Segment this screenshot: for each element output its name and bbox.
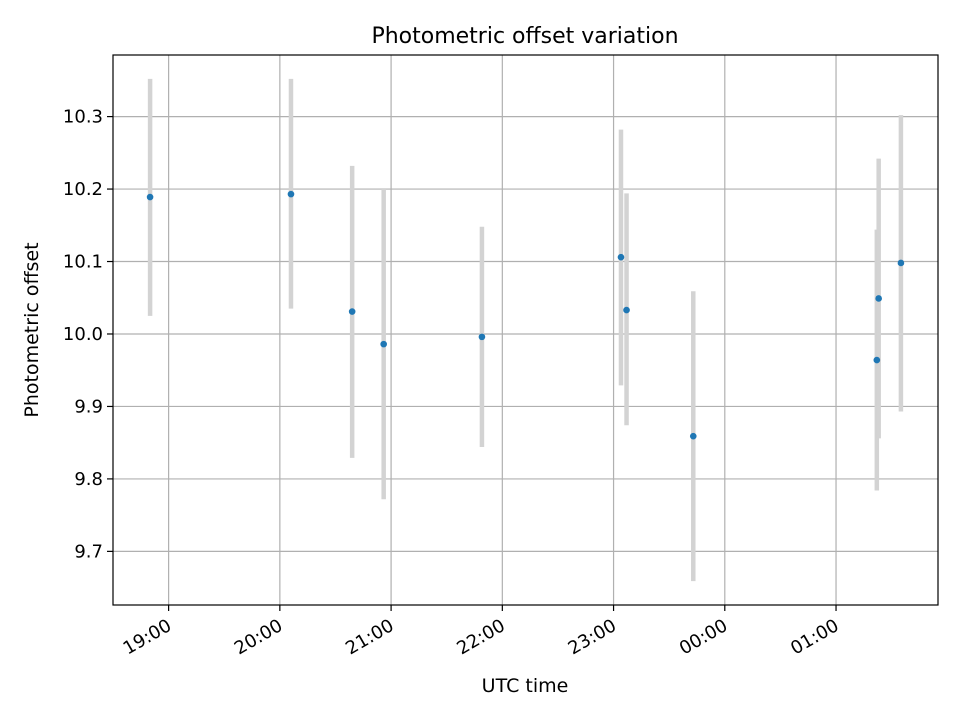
y-tick-label: 9.8 (74, 469, 103, 490)
y-tick-label: 10.3 (63, 107, 103, 128)
y-tick-label: 10.0 (63, 324, 103, 345)
data-point (875, 295, 882, 302)
data-point (897, 259, 905, 267)
chart-title: Photometric offset variation (371, 24, 678, 49)
data-point (146, 193, 154, 201)
data-point (689, 432, 697, 440)
y-axis-label: Photometric offset (21, 242, 43, 417)
data-point (617, 253, 625, 261)
grid (113, 55, 938, 605)
x-axis-label: UTC time (482, 675, 569, 697)
data-point (287, 190, 295, 198)
data-point (873, 356, 881, 364)
y-tick-label: 9.7 (74, 541, 103, 562)
data-point (348, 308, 356, 315)
y-tick-label: 10.2 (63, 179, 103, 200)
y-axis-ticks: 9.7 9.8 9.9 10.0 10.1 10.2 10.3 (63, 107, 113, 562)
plot-area-frame (112, 54, 939, 606)
data-point (623, 306, 630, 314)
y-tick-label: 10.1 (63, 252, 103, 273)
data-point (380, 340, 387, 348)
y-tick-label: 9.9 (74, 396, 103, 417)
data-points (146, 190, 905, 440)
data-point (478, 333, 486, 341)
